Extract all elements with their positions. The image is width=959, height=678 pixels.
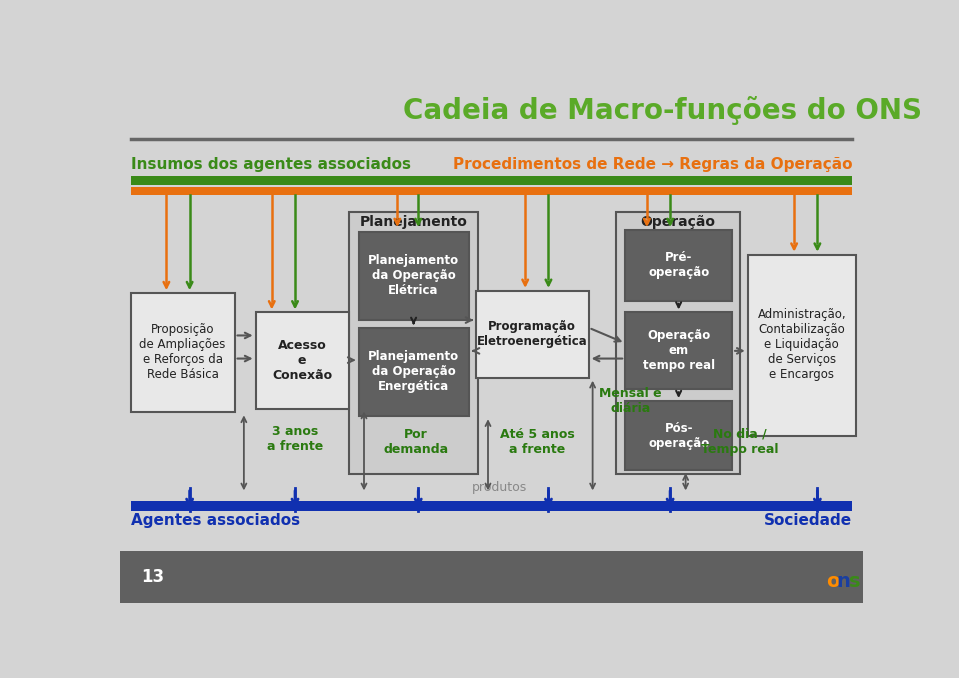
Text: Pré-
operação: Pré- operação [648,252,710,279]
Bar [359,231,469,320]
Bar [616,212,740,474]
Text: Planejamento: Planejamento [360,216,468,229]
Text: Proposição
de Ampliações
e Reforços da
Rede Básica: Proposição de Ampliações e Reforços da R… [139,323,225,382]
Bar [625,401,732,471]
Text: Administração,
Contabilização
e Liquidação
de Serviços
e Encargos: Administração, Contabilização e Liquidaç… [758,308,846,381]
Text: Agentes associados: Agentes associados [130,513,300,527]
Text: Planejamento
da Operação
Energética: Planejamento da Operação Energética [368,350,459,393]
Text: s: s [849,572,860,591]
Text: Sociedade: Sociedade [764,513,853,527]
Text: Procedimentos de Rede → Regras da Operação: Procedimentos de Rede → Regras da Operaç… [453,157,853,172]
Text: Operação: Operação [641,216,715,229]
Text: No dia /
Tempo real: No dia / Tempo real [701,428,779,456]
Bar [625,313,732,389]
Text: produtos: produtos [472,481,527,494]
Bar [625,230,732,301]
Bar [120,551,863,603]
Text: Programação
Eletroenergética: Programação Eletroenergética [477,320,588,348]
Text: n: n [837,572,851,591]
Text: Operação
em
tempo real: Operação em tempo real [643,330,714,372]
Bar [359,327,469,416]
Text: o: o [826,572,840,591]
Text: 13: 13 [142,568,165,586]
Text: Acesso
e
Conexão: Acesso e Conexão [272,338,332,382]
Bar [477,291,589,378]
Text: Insumos dos agentes associados: Insumos dos agentes associados [130,157,410,172]
Bar [255,313,348,409]
Bar [349,212,478,474]
Text: 3 anos
a frente: 3 anos a frente [268,425,323,454]
Bar [130,187,853,195]
Text: Planejamento
da Operação
Elétrica: Planejamento da Operação Elétrica [368,254,459,297]
Text: Cadeia de Macro-funções do ONS: Cadeia de Macro-funções do ONS [403,96,922,125]
Text: Por
demanda: Por demanda [384,428,449,456]
Bar [130,176,853,185]
Bar [748,255,856,435]
Bar [130,501,853,511]
Bar [130,293,235,412]
Text: Pós-
operação: Pós- operação [648,422,710,450]
Text: Até 5 anos
a frente: Até 5 anos a frente [500,428,574,456]
Text: Mensal e
diária: Mensal e diária [598,387,662,415]
